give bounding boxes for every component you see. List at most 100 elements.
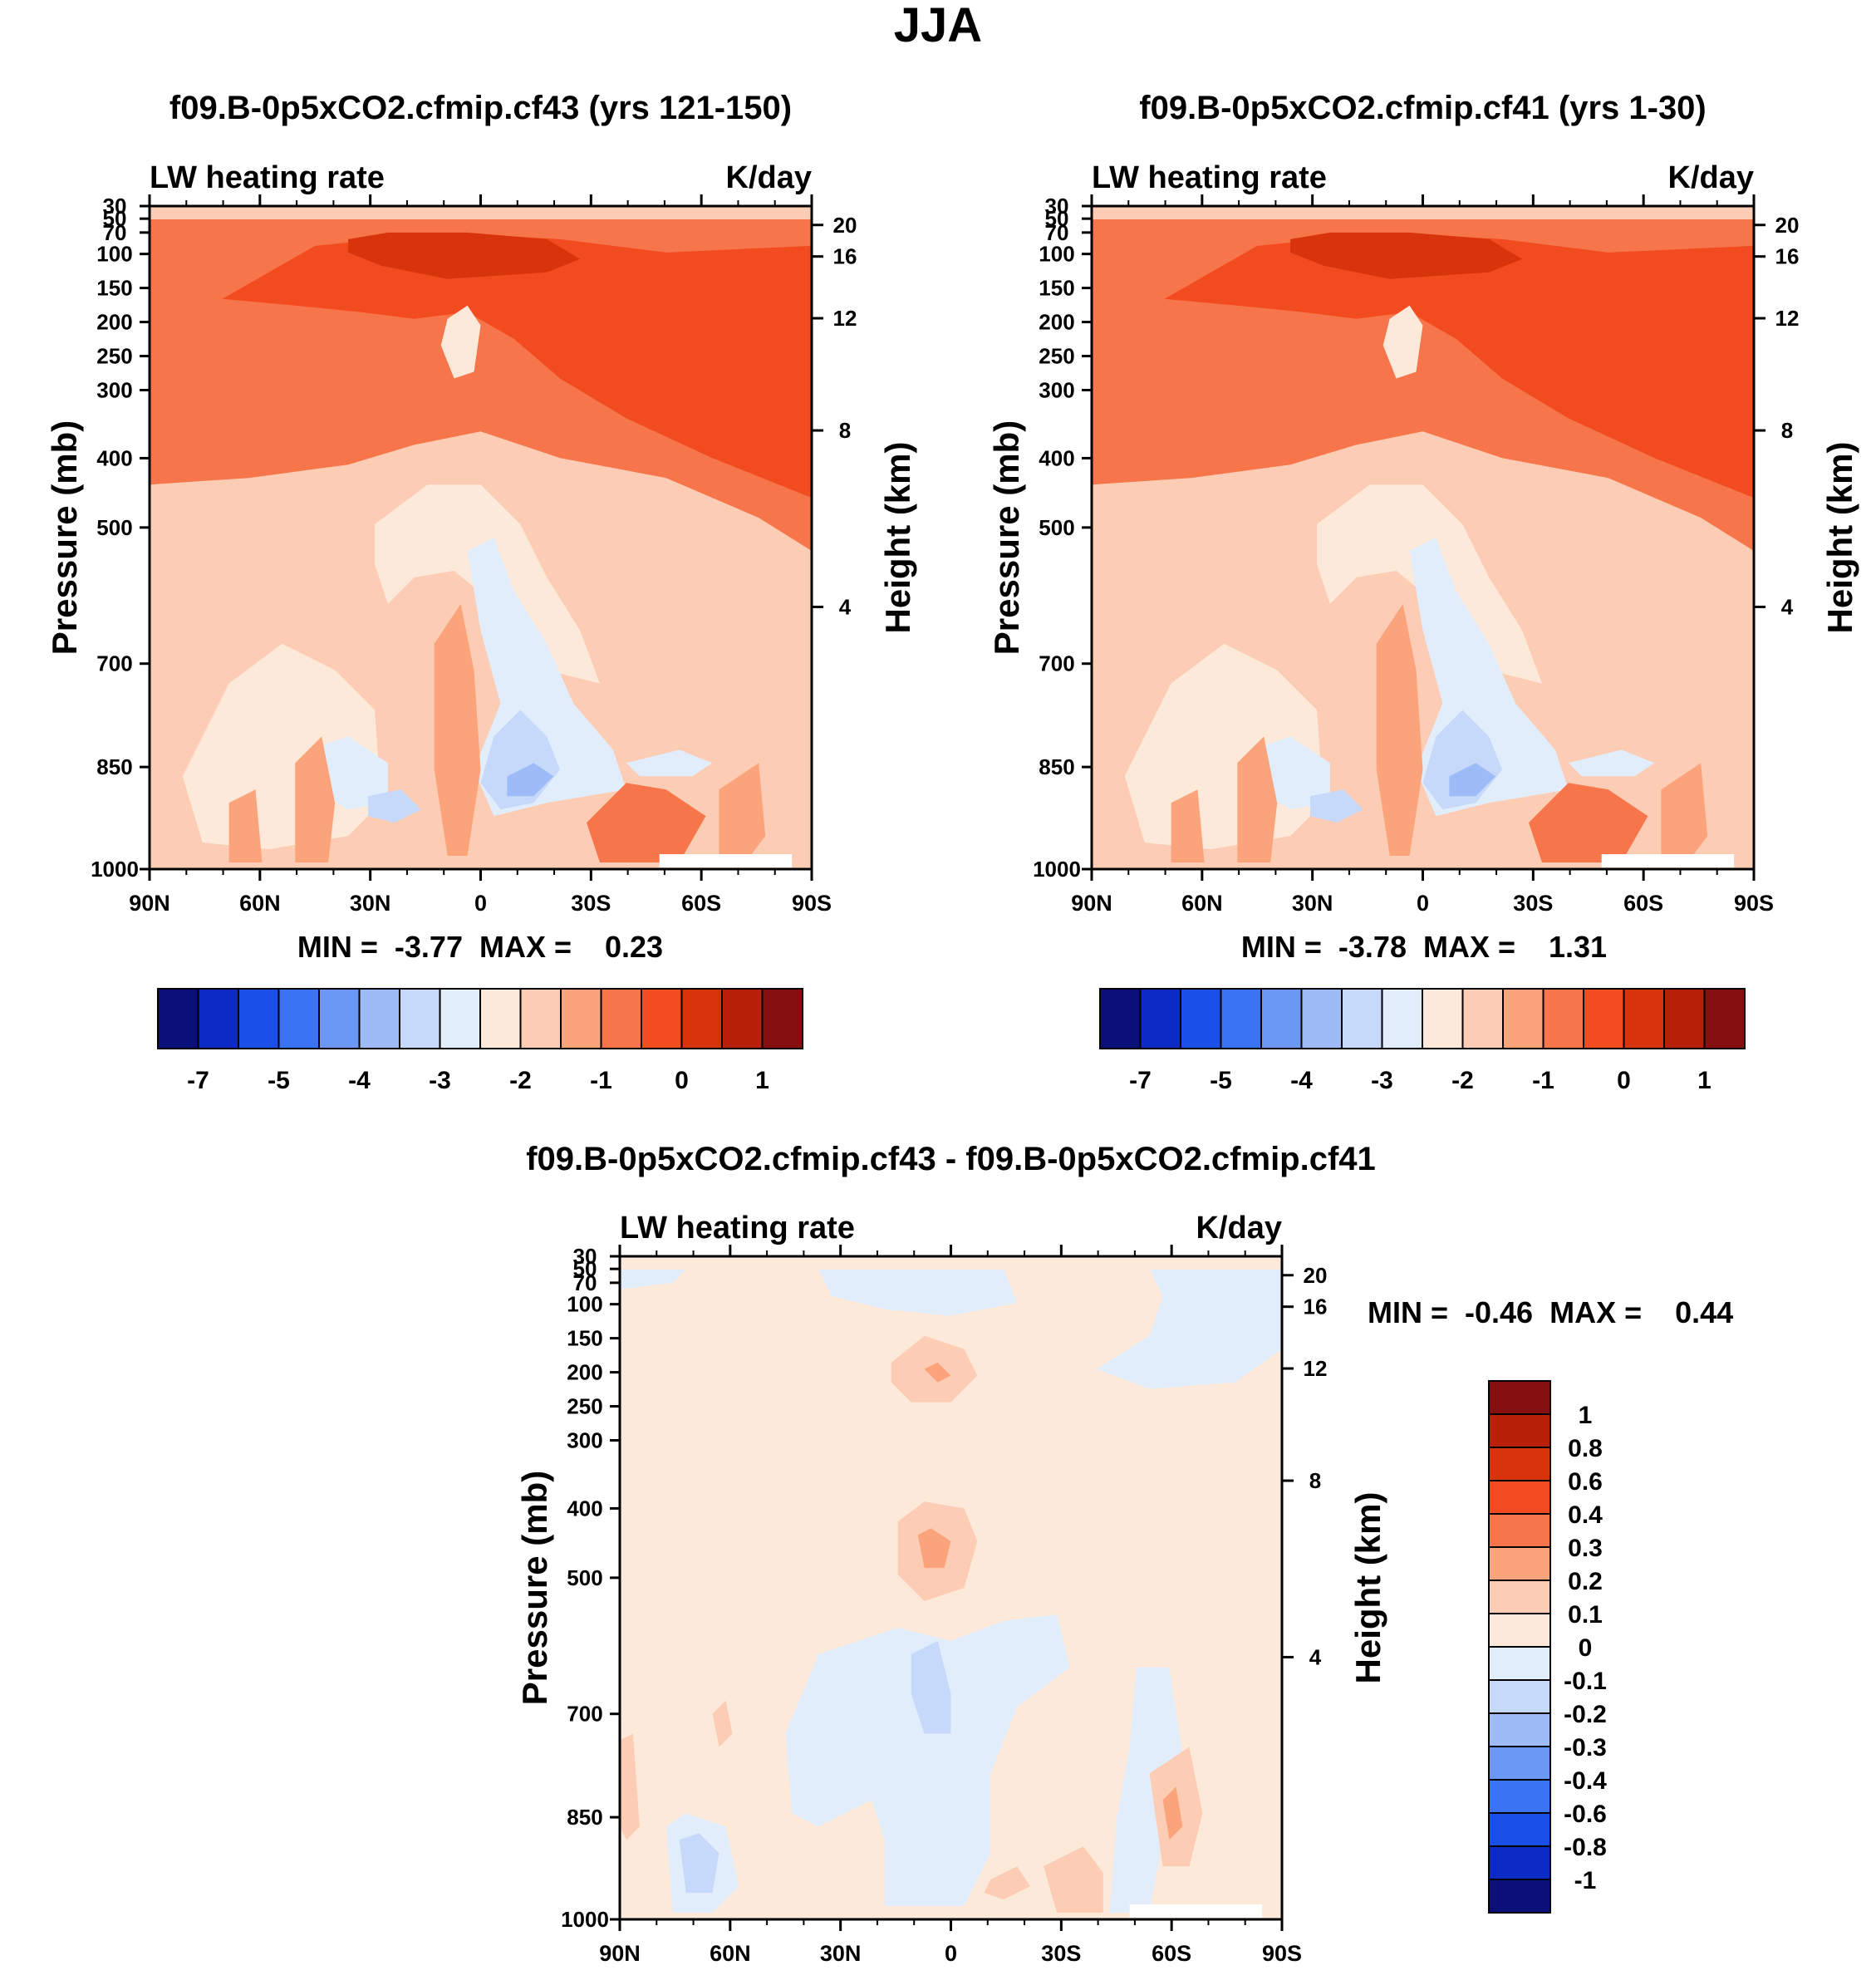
colorbar-label: -1	[590, 1067, 612, 1094]
y-tick-label: 250	[567, 1394, 602, 1419]
colorbar-box	[1488, 1879, 1551, 1914]
colorbar-box	[1488, 1413, 1551, 1448]
contour-region	[440, 305, 481, 379]
contour-region	[712, 1700, 733, 1747]
y-tick-label: 100	[567, 1292, 602, 1317]
y-tick-label: 200	[567, 1360, 602, 1385]
y-right-tick-label: 8	[839, 418, 851, 443]
colorbar-label: -1	[1574, 1867, 1597, 1894]
colorbar-box	[1703, 988, 1746, 1049]
y-right-tick-label: 20	[833, 213, 857, 238]
contour-fill	[150, 219, 812, 867]
colorbar-box	[1623, 988, 1665, 1049]
figure-title: JJA	[894, 0, 982, 52]
colorbar-box	[439, 988, 481, 1049]
x-tick-label: 0	[945, 1941, 957, 1966]
x-tick-label: 0	[474, 891, 487, 916]
y-tick-label: 150	[1039, 276, 1074, 301]
y-tick-label: 500	[1039, 515, 1074, 540]
x-tick-label: 90N	[1071, 891, 1112, 916]
contour-region	[1376, 603, 1423, 856]
y-right-tick-label: 8	[1781, 418, 1793, 443]
contour-region	[1164, 232, 1754, 499]
min-max-stats: MIN = -3.77 MAX = 0.23	[297, 930, 663, 964]
colorbar-label: 0.6	[1568, 1468, 1603, 1496]
colorbar-box	[1099, 988, 1142, 1049]
y-axis-label: Pressure (mb)	[987, 420, 1026, 655]
right-subtitle: K/day	[726, 160, 812, 195]
colorbar-label: -7	[1129, 1067, 1152, 1094]
colorbar: 1 0.8 0.6 0.4 0.3 0.2 0.1 0 -0.1 -0.2 -0.3 -0.4 -0.6…	[1488, 1380, 1607, 1914]
y-tick-label: 400	[96, 445, 132, 470]
panel-title: f09.B-0p5xCO2.cfmip.cf41 (yrs 1-30)	[1139, 90, 1707, 126]
x-tick-label: 90N	[129, 891, 170, 916]
colorbar-label: -3	[1371, 1067, 1393, 1094]
x-tick-label: 60S	[1623, 891, 1663, 916]
contour-region	[818, 1270, 1018, 1316]
colorbar-label: -2	[1451, 1067, 1474, 1094]
colorbar-box	[1180, 988, 1222, 1049]
colorbar-label: 0	[675, 1067, 689, 1094]
y-right-tick-label: 20	[1304, 1263, 1328, 1288]
colorbar-label: -0.3	[1564, 1734, 1607, 1761]
colorbar-label: -0.1	[1564, 1668, 1607, 1695]
contour-region	[434, 603, 481, 856]
x-tick-label: 30S	[571, 891, 611, 916]
y-tick-label: 700	[567, 1702, 602, 1727]
colorbar-box	[519, 988, 562, 1049]
contour-region	[1449, 763, 1496, 797]
colorbar-label: -0.2	[1564, 1701, 1607, 1728]
y-tick-label: 200	[96, 310, 132, 335]
panel-1: f09.B-0p5xCO2.cfmip.cf43 (yrs 121-150) LW…	[45, 90, 917, 1094]
colorbar-label: -5	[268, 1067, 290, 1094]
colorbar-label: -0.8	[1564, 1834, 1607, 1861]
y-right-tick-label: 8	[1309, 1468, 1321, 1493]
colorbar-label: -0.4	[1564, 1767, 1607, 1795]
contour-region	[1171, 789, 1205, 862]
y-right-tick-label: 4	[1309, 1644, 1322, 1669]
colorbar-box	[479, 988, 522, 1049]
min-max-stats: MIN = -0.46 MAX = 0.44	[1368, 1295, 1733, 1329]
contour-region	[1382, 305, 1423, 379]
y-tick-label: 300	[567, 1427, 602, 1452]
colorbar-label: 1	[1697, 1067, 1711, 1094]
colorbar-box	[1260, 988, 1303, 1049]
panel-2: f09.B-0p5xCO2.cfmip.cf41 (yrs 1-30) LW he…	[987, 90, 1859, 1094]
y-tick-label: 700	[1039, 651, 1074, 676]
colorbar-box	[1502, 988, 1545, 1049]
min-max-stats: MIN = -3.78 MAX = 1.31	[1241, 930, 1607, 964]
contour-region	[1290, 232, 1523, 279]
y-tick-label: 30	[1045, 194, 1069, 219]
y-tick-label: 150	[567, 1326, 602, 1351]
right-subtitle: K/day	[1196, 1211, 1282, 1245]
colorbar-box	[1488, 1646, 1551, 1681]
contour-region	[368, 789, 421, 823]
left-subtitle: LW heating rate	[1092, 160, 1327, 195]
y-tick-label: 1000	[561, 1907, 609, 1932]
colorbar-box	[761, 988, 803, 1049]
contour-region	[295, 736, 336, 862]
colorbar-box	[318, 988, 361, 1049]
left-subtitle: LW heating rate	[620, 1211, 855, 1245]
y-right-tick-label: 12	[1304, 1356, 1328, 1381]
y-tick-label: 150	[96, 276, 132, 301]
colorbar-box	[1488, 1746, 1551, 1781]
colorbar-box	[1488, 1712, 1551, 1747]
colorbar-label: -4	[1290, 1067, 1313, 1094]
contour-fill	[1092, 219, 1754, 867]
contour-region	[587, 783, 706, 862]
colorbar-label: -5	[1210, 1067, 1232, 1094]
y-tick-label: 400	[1039, 445, 1074, 470]
panel-3: f09.B-0p5xCO2.cfmip.cf43 - f09.B-0p5xCO2…	[515, 1141, 1733, 1966]
colorbar-box	[641, 988, 683, 1049]
y-tick-label: 1000	[91, 857, 139, 882]
y-right-tick-label: 16	[1775, 244, 1800, 269]
y-tick-label: 70	[103, 220, 127, 245]
x-tick-label: 30N	[1292, 891, 1333, 916]
colorbar-label: -2	[509, 1067, 532, 1094]
y-right-tick-label: 12	[1775, 306, 1800, 331]
y-tick-label: 300	[96, 377, 132, 402]
x-tick-label: 30N	[350, 891, 391, 916]
colorbar-box	[1488, 1513, 1551, 1548]
contour-region	[507, 763, 554, 797]
